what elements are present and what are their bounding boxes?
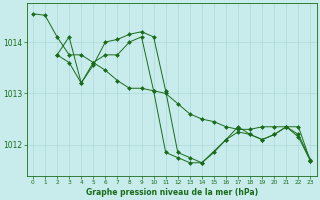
X-axis label: Graphe pression niveau de la mer (hPa): Graphe pression niveau de la mer (hPa)	[86, 188, 258, 197]
